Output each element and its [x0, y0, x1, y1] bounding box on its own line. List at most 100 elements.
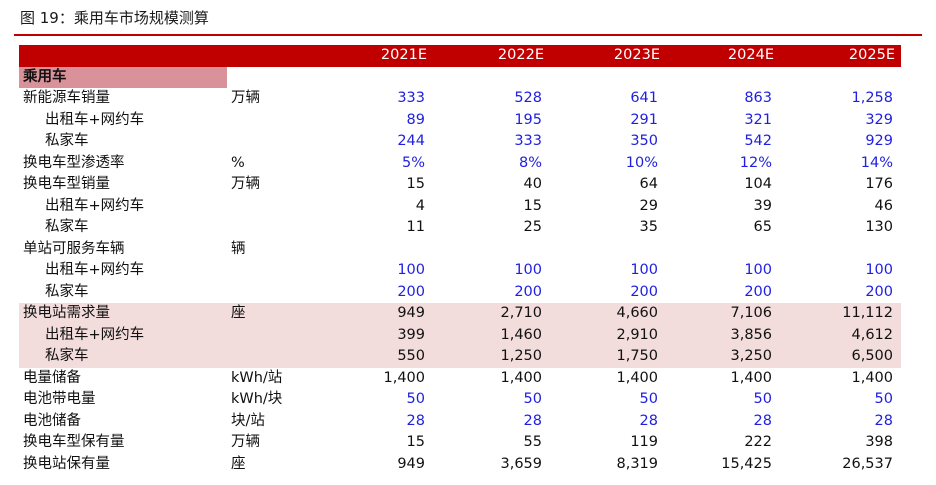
header-blank [19, 45, 227, 67]
value-cell: 11 [406, 219, 425, 235]
row-label: 私家车 [19, 346, 227, 368]
row-unit: kWh/站 [231, 369, 283, 386]
value-cell: 1,400 [616, 369, 658, 386]
value-cell: 200 [865, 283, 893, 300]
value-cell: 65 [753, 219, 772, 235]
value-cell: 15,425 [721, 455, 772, 472]
value-cell: 291 [630, 111, 658, 128]
value-cell: 35 [639, 219, 658, 235]
row-label: 私家车 [45, 133, 89, 149]
row-label: 出租车+网约车 [45, 262, 145, 278]
table-row: 换电车型渗透率% 5% 8% 10% 12% 14% [19, 153, 901, 175]
table-row: 电池储备 块/站 28 28 28 28 28 [19, 411, 901, 433]
value-cell: 200 [744, 283, 772, 300]
year-header: 2024E [666, 45, 780, 67]
value-cell: 28 [753, 412, 772, 429]
value-cell: 528 [514, 90, 542, 106]
table-row: 私家车 244 333 350 542 929 [19, 131, 901, 153]
value-cell: 5% [401, 154, 425, 171]
value-cell: 89 [406, 111, 425, 128]
table-row: 出租车+网约车 100 100 100 100 100 [19, 260, 901, 282]
row-unit: 座 [231, 455, 246, 472]
value-cell: 15 [406, 434, 425, 450]
value-cell: 949 [397, 455, 425, 472]
table-body: 乘用车 新能源车销量 万辆 333 528 641 863 1,258 出租车+网约车 89 19… [19, 66, 901, 476]
value-cell: 1,400 [383, 369, 425, 386]
value-cell: 55 [523, 434, 542, 450]
row-unit: 块/站 [231, 412, 265, 429]
row-unit: 万辆 [231, 176, 260, 192]
value-cell: 50 [874, 391, 893, 407]
value-cell: 11,112 [780, 303, 901, 325]
row-unit [227, 324, 325, 346]
value-cell: 542 [744, 133, 772, 149]
value-cell: 1,258 [851, 90, 893, 106]
value-cell: 333 [397, 90, 425, 106]
value-cell: 50 [639, 391, 658, 407]
value-cell: 863 [744, 90, 772, 106]
value-cell: 1,400 [500, 369, 542, 386]
value-cell: 28 [874, 412, 893, 429]
value-cell: 50 [406, 391, 425, 407]
value-cell: 222 [744, 434, 772, 450]
value-cell: 350 [630, 133, 658, 149]
value-cell: 1,750 [550, 346, 666, 368]
value-cell: 100 [744, 262, 772, 278]
row-unit: kWh/块 [231, 391, 283, 407]
table-row: 出租车+网约车 89 195 291 321 329 [19, 110, 901, 132]
year-header: 2021E [325, 45, 433, 67]
value-cell: 329 [865, 111, 893, 128]
value-cell: 14% [860, 154, 893, 171]
year-header: 2023E [550, 45, 666, 67]
table-row: 出租车+网约车 4 15 29 39 46 [19, 196, 901, 218]
value-cell: 25 [523, 219, 542, 235]
row-unit: 万辆 [231, 434, 260, 450]
value-cell: 15 [406, 176, 425, 192]
section-fill [227, 67, 901, 89]
value-cell: 2,710 [433, 303, 550, 325]
value-cell: 28 [523, 412, 542, 429]
table-row: 换电站保有量 座 949 3,659 8,319 15,425 26,537 [19, 454, 901, 476]
table-row: 私家车 200 200 200 200 200 [19, 282, 901, 304]
year-header: 2025E [780, 45, 901, 67]
value-cell: 130 [865, 219, 893, 235]
table-row: 电池带电量 kWh/块 50 50 50 50 50 [19, 389, 901, 411]
value-cell: 398 [865, 434, 893, 450]
row-label: 单站可服务车辆 [23, 240, 125, 257]
value-cell: 1,400 [730, 369, 772, 386]
value-cell: 333 [514, 133, 542, 149]
row-unit [227, 110, 325, 132]
value-cell: 12% [739, 154, 772, 171]
row-label: 电池储备 [23, 412, 81, 429]
section-row: 乘用车 [19, 66, 901, 89]
row-label: 电量储备 [23, 369, 81, 386]
table-row: 电量储备 kWh/站 1,400 1,400 1,400 1,400 1,400 [19, 368, 901, 390]
value-cell: 550 [325, 346, 433, 368]
value-cell [666, 239, 780, 261]
value-cell: 26,537 [842, 455, 893, 472]
value-cell: 119 [630, 434, 658, 450]
value-cell: 100 [630, 262, 658, 278]
table-row: 私家车 11 25 35 65 130 [19, 217, 901, 239]
value-cell: 7,106 [666, 303, 780, 325]
row-label: 私家车 [45, 219, 89, 235]
market-size-table: 2021E 2022E 2023E 2024E 2025E 乘用车 新能源车销量… [19, 45, 901, 475]
row-unit: 座 [227, 303, 325, 325]
row-unit [227, 196, 325, 218]
value-cell: 641 [630, 90, 658, 106]
value-cell: 4,612 [780, 324, 901, 346]
value-cell: 176 [865, 176, 893, 192]
value-cell: 3,856 [666, 324, 780, 346]
value-cell: 2,910 [550, 324, 666, 346]
value-cell: 8,319 [616, 455, 658, 472]
value-cell: 321 [744, 111, 772, 128]
value-cell: 104 [744, 176, 772, 192]
figure-title: 图 19：乘用车市场规模测算 [20, 9, 209, 27]
row-unit [227, 260, 325, 282]
value-cell: 100 [514, 262, 542, 278]
row-unit: 万辆 [231, 90, 260, 106]
header-blank [227, 45, 325, 67]
value-cell: 64 [639, 176, 658, 192]
value-cell: 195 [514, 111, 542, 128]
row-label: 电池带电量 [23, 391, 96, 407]
